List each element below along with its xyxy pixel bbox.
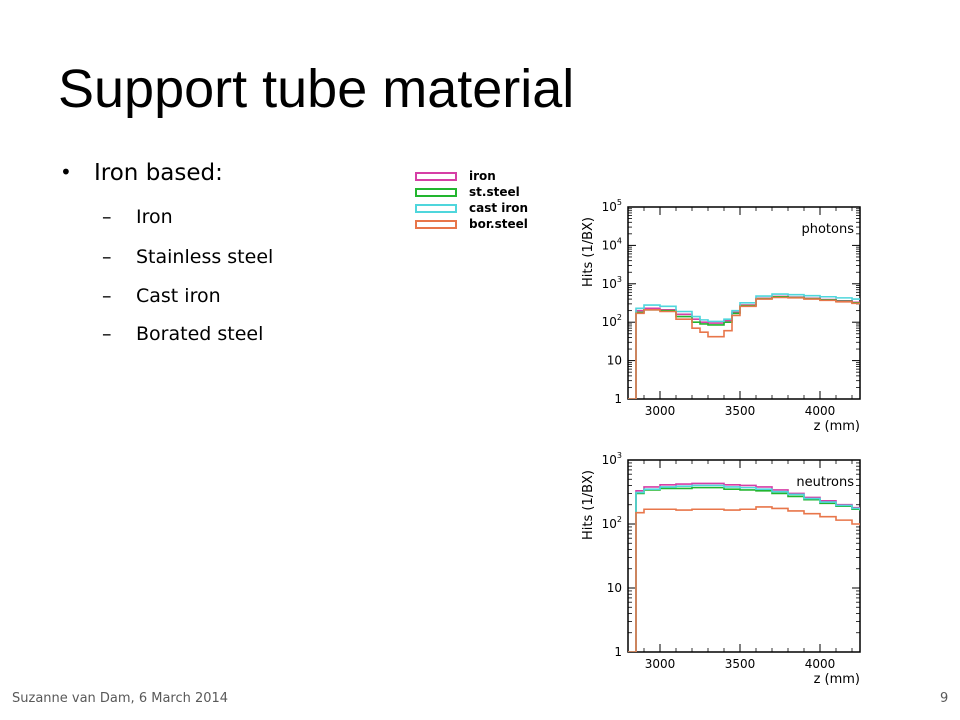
- y-tick-label: 10: [607, 581, 622, 595]
- sub-bullet-text: Cast iron: [136, 285, 221, 307]
- dash-icon: –: [102, 323, 112, 345]
- legend-label: st.steel: [469, 185, 520, 199]
- slide-title: Support tube material: [58, 59, 575, 119]
- y-tick-label: 1: [614, 645, 622, 659]
- y-tick-label: 103: [602, 451, 622, 467]
- x-tick-label: 4000: [805, 657, 836, 671]
- series-line-bor-steel: [628, 506, 860, 652]
- y-tick-label: 103: [602, 275, 622, 291]
- series-line-st-steel: [628, 486, 860, 652]
- legend-swatch: [415, 188, 457, 197]
- plot-frame: [627, 459, 861, 653]
- legend-swatch: [415, 204, 457, 213]
- legend-label: cast iron: [469, 201, 529, 215]
- dash-icon: –: [102, 246, 112, 268]
- chart-legend: iron st.steel cast iron bor.steel: [413, 169, 543, 238]
- sub-bullet-text: Iron: [136, 206, 173, 228]
- x-tick-label: 4000: [805, 404, 836, 418]
- legend-label: bor.steel: [469, 217, 528, 231]
- plot-annotation: neutrons: [796, 475, 854, 490]
- y-tick-label: 102: [602, 313, 622, 329]
- y-axis-label: Hits (1/BX): [581, 217, 596, 287]
- x-tick-label: 3500: [725, 657, 756, 671]
- sub-bullet-text: Borated steel: [136, 323, 264, 345]
- y-axis-label: Hits (1/BX): [581, 470, 596, 540]
- footer-author-date: Suzanne van Dam, 6 March 2014: [12, 691, 229, 706]
- x-tick-label: 3500: [725, 404, 756, 418]
- legend-entry-cast-iron: cast iron: [413, 201, 543, 216]
- bullet-dot-icon: •: [60, 160, 72, 184]
- dash-icon: –: [102, 206, 112, 228]
- legend-entry-bor-steel: bor.steel: [413, 217, 543, 232]
- series-line-cast-iron: [628, 484, 860, 652]
- x-axis-label: z (mm): [814, 419, 860, 434]
- legend-swatch: [415, 172, 457, 181]
- y-tick-label: 1: [614, 392, 622, 406]
- x-tick-label: 3000: [645, 657, 676, 671]
- x-tick-label: 3000: [645, 404, 676, 418]
- legend-entry-iron: iron: [413, 169, 543, 184]
- plot-annotation: photons: [801, 222, 854, 237]
- legend-label: iron: [469, 169, 496, 183]
- series-line-bor-steel: [628, 296, 860, 399]
- y-tick-label: 104: [602, 236, 622, 252]
- y-tick-label: 102: [602, 515, 622, 531]
- sub-bullet-text: Stainless steel: [136, 246, 274, 268]
- page-number: 9: [940, 691, 949, 706]
- y-tick-label: 10: [607, 354, 622, 368]
- legend-entry-st-steel: st.steel: [413, 185, 543, 200]
- x-axis-label: z (mm): [814, 672, 860, 687]
- bullet-text: Iron based:: [94, 160, 223, 186]
- y-tick-label: 105: [602, 198, 622, 214]
- legend-swatch: [415, 220, 457, 229]
- dash-icon: –: [102, 285, 112, 307]
